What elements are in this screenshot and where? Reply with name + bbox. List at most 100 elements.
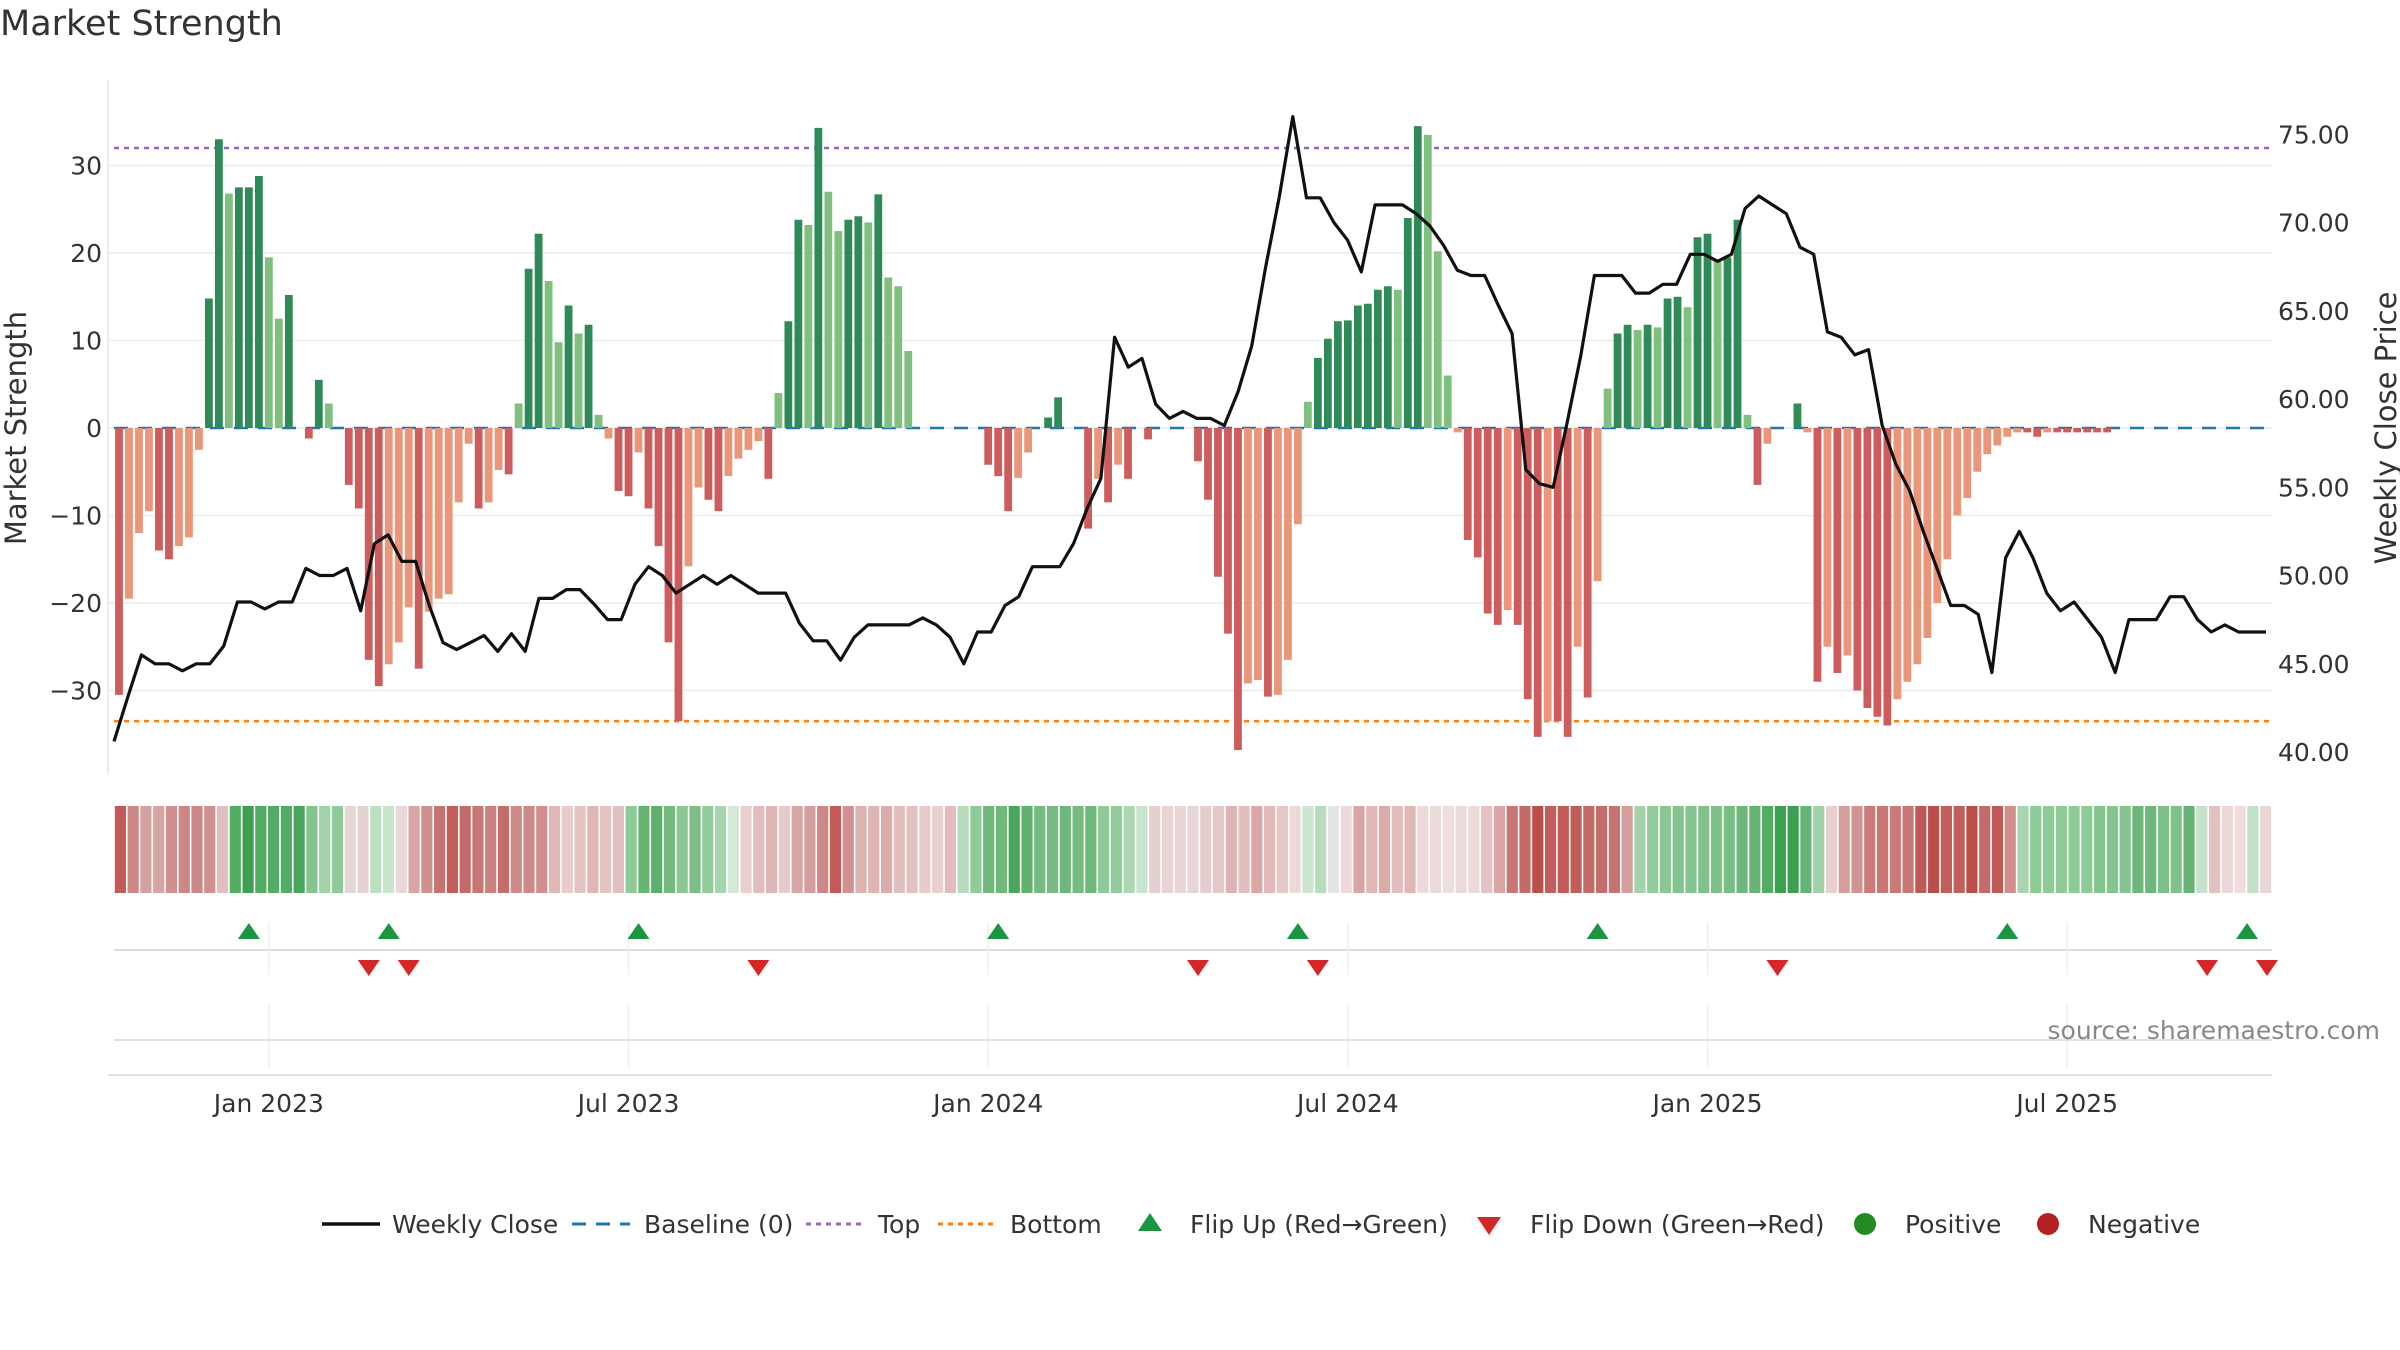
strength-bar <box>1933 428 1942 603</box>
strip-cell <box>957 806 969 893</box>
strip-cell <box>944 806 956 893</box>
strip-cell <box>702 806 714 893</box>
strip-cell <box>638 806 650 893</box>
strength-bar <box>664 428 673 643</box>
strength-bar <box>744 428 753 450</box>
strength-bar <box>1803 428 1812 433</box>
strip-cell <box>1608 806 1620 893</box>
strength-bar <box>165 428 173 560</box>
strip-cell <box>1085 806 1097 893</box>
strength-bar <box>1963 428 1972 498</box>
strip-cell <box>880 806 893 893</box>
strength-bar <box>1124 428 1132 479</box>
strip-cell <box>740 806 752 893</box>
strip-cell <box>753 806 765 893</box>
strength-bar <box>404 428 413 608</box>
strip-cell <box>1953 806 1965 893</box>
strength-bar <box>634 428 643 453</box>
strength-bar <box>524 268 533 428</box>
strip-cell <box>153 806 165 893</box>
strength-bar <box>1763 428 1772 444</box>
strip-cell <box>459 806 471 893</box>
strength-bar <box>1903 428 1912 682</box>
strip-cell <box>140 806 152 893</box>
strip-cell <box>319 806 331 893</box>
strip-cell <box>421 806 433 893</box>
strength-bar <box>604 428 613 439</box>
strip-cell <box>766 806 778 893</box>
strength-bar <box>185 428 193 538</box>
strip-cell <box>2004 806 2016 893</box>
strength-bar <box>1463 428 1472 540</box>
strength-bar <box>1583 428 1592 698</box>
strength-bar <box>764 428 773 479</box>
strip-cell <box>1046 806 1059 893</box>
strength-bar <box>2073 428 2082 433</box>
strip-cell <box>1034 806 1046 893</box>
strip-cell <box>1200 806 1212 893</box>
strip-cell <box>1110 806 1122 893</box>
legend-label-negative: Negative <box>2088 1210 2200 1239</box>
strip-cell <box>1264 806 1276 893</box>
strip-cell <box>510 806 522 893</box>
strip-cell <box>1225 806 1237 893</box>
strength-bar <box>314 379 323 428</box>
strength-bar <box>344 428 353 485</box>
strength-bar <box>894 286 903 428</box>
strip-cell <box>306 806 318 893</box>
strength-bar <box>1234 428 1242 750</box>
strength-bar <box>1843 428 1852 656</box>
strip-cell <box>1902 806 1914 893</box>
strip-cell <box>842 806 854 893</box>
strip-cell <box>625 806 637 893</box>
strip-cell <box>651 806 663 893</box>
strength-bar <box>1753 428 1762 485</box>
strip-cell <box>587 806 599 893</box>
strip-cell <box>1149 806 1161 893</box>
strip-cell <box>663 806 676 893</box>
strength-bar <box>2013 428 2022 433</box>
strip-cell <box>1647 806 1659 893</box>
strip-cell <box>229 806 241 893</box>
strength-bar <box>175 428 183 547</box>
strength-bar <box>684 428 693 567</box>
y-axis-right-label: Weekly Close Price <box>2369 292 2400 565</box>
strength-bar <box>574 333 583 428</box>
strength-bar <box>1313 358 1322 428</box>
strip-cell <box>242 806 254 893</box>
strength-bar <box>1274 428 1282 695</box>
strip-cell <box>804 806 816 893</box>
strip-cell <box>1596 806 1608 893</box>
strength-bars <box>115 126 2112 750</box>
strip-cell <box>1787 806 1799 893</box>
strip-cell <box>1212 806 1225 893</box>
strip-cell <box>2260 806 2272 893</box>
strength-bar <box>1423 134 1432 428</box>
strip-cell <box>1889 806 1901 893</box>
strip-cell <box>191 806 203 893</box>
strip-cell <box>1506 806 1518 893</box>
legend: Weekly Close Baseline (0) Top Bottom Flip Up… <box>322 1210 2200 1239</box>
strength-bar <box>1533 428 1542 737</box>
strength-bar <box>274 318 283 428</box>
strength-bar <box>1144 428 1152 440</box>
strength-bar <box>1443 375 1452 428</box>
strip-cell <box>1468 806 1480 893</box>
strength-bar <box>1673 296 1682 428</box>
strip-cell <box>357 806 369 893</box>
strip-cell <box>932 806 944 893</box>
strip-cell <box>1123 806 1135 893</box>
flip-down-marker <box>1306 960 1329 976</box>
strip-cell <box>676 806 688 893</box>
legend-label-bottom: Bottom <box>1010 1210 1102 1239</box>
strip-cell <box>1851 806 1863 893</box>
strength-bar <box>1094 428 1102 479</box>
y-right-tick-label: 55.00 <box>2278 473 2350 502</box>
strength-bar <box>1433 251 1442 428</box>
strength-bar <box>1004 428 1013 512</box>
strength-bar <box>614 428 623 491</box>
strength-bar <box>904 351 913 428</box>
strip-cell <box>1723 806 1735 893</box>
strength-bar <box>1523 428 1532 700</box>
